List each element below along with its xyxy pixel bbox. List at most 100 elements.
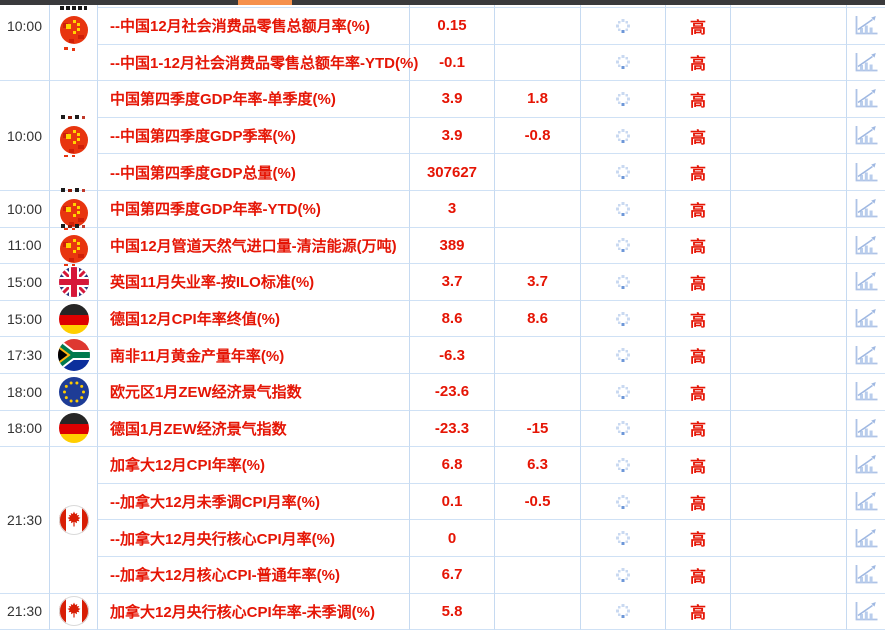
empty-cell — [731, 593, 847, 631]
event-name[interactable]: 英国11月失业率-按ILO标准(%) — [110, 274, 315, 292]
event-cell: 加拿大12月CPI年率(%) — [98, 447, 410, 484]
empty-cell — [731, 447, 847, 484]
forecast-value: -15 — [526, 419, 549, 437]
event-name[interactable]: 加拿大12月CPI年率(%) — [110, 457, 266, 475]
horizontal-scrollbar-track[interactable] — [0, 0, 885, 5]
time-cell: 11:00 — [0, 227, 50, 265]
flag-cell — [50, 373, 98, 411]
event-time: 10:00 — [6, 127, 43, 144]
event-name[interactable]: 南非11月黄金产量年率(%) — [110, 347, 285, 365]
actual-cell: -23.6 — [410, 373, 495, 411]
chart-icon[interactable] — [854, 345, 879, 366]
chart-icon[interactable] — [854, 271, 879, 292]
forecast-cell: 3.7 — [495, 264, 581, 301]
event-name[interactable]: --中国第四季度GDP总量(%) — [110, 164, 296, 182]
forecast-cell — [495, 227, 581, 265]
spinner-cell — [581, 373, 666, 411]
eu-flag-icon — [58, 376, 89, 407]
chart-cell — [847, 118, 885, 155]
chart-icon[interactable] — [854, 88, 879, 109]
actual-value: 0 — [447, 529, 457, 547]
event-name[interactable]: --中国1-12月社会消费品零售总额年率-YTD(%) — [110, 54, 419, 72]
importance-badge: 高 — [689, 385, 706, 403]
actual-cell: 0.1 — [410, 483, 495, 521]
forecast-value: -0.8 — [524, 127, 551, 145]
event-time: 21:30 — [6, 511, 43, 528]
chart-icon[interactable] — [854, 198, 879, 219]
chart-cell — [847, 228, 885, 265]
actual-value: 3.7 — [441, 273, 463, 291]
importance-cell: 高 — [666, 117, 731, 155]
chart-icon[interactable] — [854, 418, 879, 439]
actual-cell: 389 — [410, 227, 495, 265]
event-cell: 中国第四季度GDP年率-单季度(%) — [98, 81, 410, 118]
chart-icon[interactable] — [854, 454, 879, 475]
event-time: 10:00 — [6, 18, 43, 34]
loading-spinner-icon — [616, 604, 630, 619]
spinner-cell — [581, 44, 666, 82]
importance-badge: 高 — [689, 129, 706, 147]
chart-icon[interactable] — [854, 125, 879, 146]
event-name[interactable]: 加拿大12月央行核心CPI年率-未季调(%) — [110, 603, 376, 621]
importance-badge: 高 — [689, 495, 706, 513]
horizontal-scrollbar-thumb[interactable] — [238, 0, 292, 5]
event-cell: --加拿大12月未季调CPI月率(%) — [98, 483, 410, 521]
event-name[interactable]: 欧元区1月ZEW经济景气指数 — [110, 384, 302, 402]
chart-icon[interactable] — [854, 381, 879, 402]
event-name[interactable]: --加拿大12月央行核心CPI月率(%) — [110, 530, 336, 548]
chart-icon[interactable] — [854, 491, 879, 512]
forecast-cell — [495, 190, 581, 228]
event-name[interactable]: --加拿大12月核心CPI-普通年率(%) — [110, 567, 341, 585]
actual-value: 389 — [439, 236, 465, 254]
chart-icon[interactable] — [854, 601, 879, 622]
event-name[interactable]: --中国12月社会消费品零售总额月率(%) — [110, 18, 371, 36]
empty-cell — [731, 373, 847, 411]
forecast-cell: 6.3 — [495, 447, 581, 484]
uk-flag-icon — [58, 266, 89, 297]
spinner-cell — [581, 593, 666, 631]
flag-cell — [50, 300, 98, 338]
event-cell: 中国12月管道天然气进口量-清洁能源(万吨) — [98, 227, 410, 265]
chart-icon[interactable] — [854, 564, 879, 585]
importance-cell: 高 — [666, 410, 731, 448]
event-name[interactable]: 德国12月CPI年率终值(%) — [110, 311, 281, 329]
chart-icon[interactable] — [854, 528, 879, 549]
importance-cell: 高 — [666, 483, 731, 521]
empty-cell — [731, 44, 847, 82]
chart-icon[interactable] — [854, 308, 879, 329]
forecast-cell: 8.6 — [495, 300, 581, 338]
spinner-cell — [581, 300, 666, 338]
chart-icon[interactable] — [854, 235, 879, 256]
loading-spinner-icon — [616, 458, 630, 472]
importance-cell: 高 — [666, 264, 731, 301]
event-name[interactable]: 中国第四季度GDP年率-单季度(%) — [110, 91, 336, 109]
chart-icon[interactable] — [854, 15, 879, 36]
actual-value: -0.1 — [439, 53, 465, 71]
event-cell: 南非11月黄金产量年率(%) — [98, 337, 410, 374]
empty-cell — [731, 520, 847, 557]
importance-cell: 高 — [666, 300, 731, 338]
forecast-cell: -0.5 — [495, 483, 581, 521]
event-name[interactable]: --中国第四季度GDP季率(%) — [110, 128, 296, 146]
actual-cell: 0.15 — [410, 8, 495, 45]
time-cell: 15:00 — [0, 300, 50, 338]
event-name[interactable]: 德国1月ZEW经济景气指数 — [110, 420, 287, 438]
china-flag-icon — [58, 0, 88, 51]
chart-icon[interactable] — [854, 162, 879, 183]
event-name[interactable]: 中国第四季度GDP年率-YTD(%) — [110, 201, 321, 219]
event-name[interactable]: 中国12月管道天然气进口量-清洁能源(万吨) — [110, 237, 397, 255]
event-name[interactable]: --加拿大12月未季调CPI月率(%) — [110, 494, 321, 512]
chart-cell — [847, 337, 885, 374]
time-cell: 10:00 — [0, 0, 50, 82]
importance-cell: 高 — [666, 8, 731, 45]
flag-cell — [50, 187, 98, 230]
time-cell: 10:00 — [0, 190, 50, 228]
importance-badge: 高 — [689, 312, 706, 330]
chart-icon[interactable] — [854, 52, 879, 73]
forecast-value: 6.3 — [527, 456, 548, 474]
forecast-cell — [495, 337, 581, 374]
loading-spinner-icon — [616, 238, 630, 253]
loading-spinner-icon — [616, 92, 630, 106]
time-cell: 10:00 — [0, 81, 50, 191]
importance-cell: 高 — [666, 447, 731, 484]
